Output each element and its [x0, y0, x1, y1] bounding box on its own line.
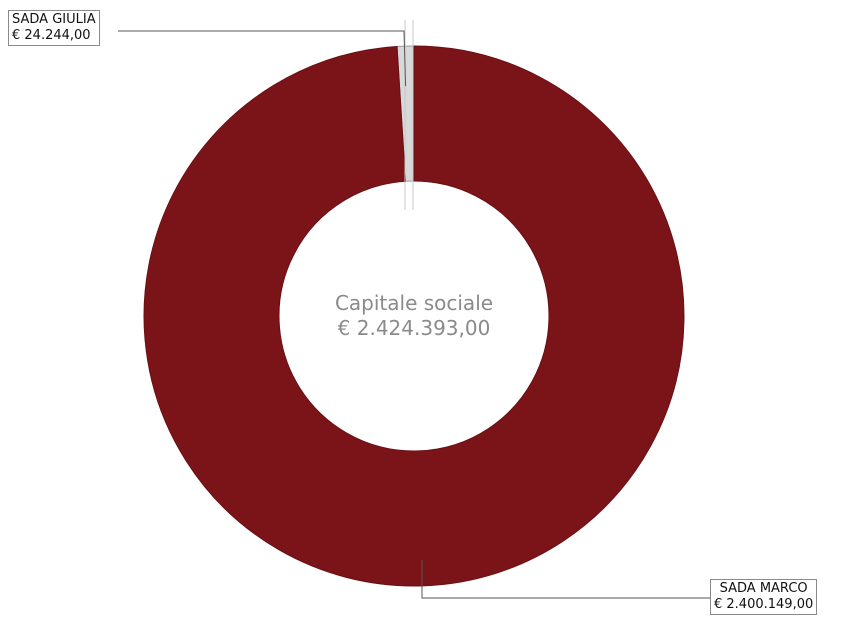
callout-name-sada-marco: SADA MARCO: [719, 581, 808, 596]
chart-center-title: Capitale sociale: [334, 291, 494, 315]
callout-name-sada-giulia: SADA GIULIA: [12, 12, 96, 27]
leader-line-sada-marco: [421, 560, 710, 599]
callout-sada-giulia: SADA GIULIA € 24.244,00: [8, 10, 100, 46]
chart-center-total: € 2.424.393,00: [337, 316, 491, 340]
callout-value-sada-giulia: € 24.244,00: [12, 28, 91, 43]
callout-sada-marco: SADA MARCO € 2.400.149,00: [710, 579, 818, 615]
slice-sada-marco: [143, 45, 685, 587]
leader-line-sada-giulia: [118, 30, 407, 87]
callout-value-sada-marco: € 2.400.149,00: [714, 597, 814, 612]
